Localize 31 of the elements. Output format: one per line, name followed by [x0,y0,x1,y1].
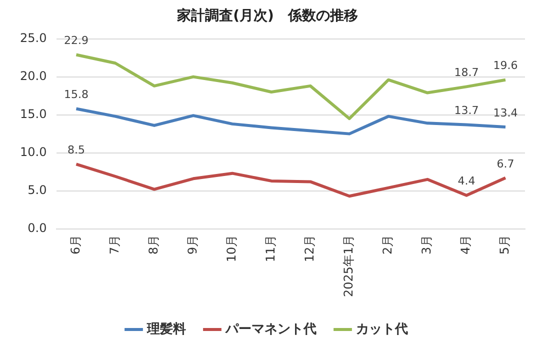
data-label: 18.7 [454,66,479,80]
x-tick-label: 12月 [302,234,316,262]
x-tick-label: 4月 [458,234,473,254]
x-tick-label: 2025年1月 [342,234,356,298]
legend-label: 理髪料 [146,320,186,337]
data-label: 13.7 [454,104,479,118]
x-tick-label: 8月 [146,234,160,254]
chart-title: 家計調査(月次) 係数の推移 [176,7,358,24]
x-tick-label: 3月 [420,234,434,254]
data-label: 13.4 [493,106,518,120]
data-label: 8.5 [67,144,85,157]
data-label: 15.8 [64,88,88,102]
data-label: 4.4 [458,174,476,188]
x-tick-label: 9月 [185,234,200,254]
x-tick-label: 2月 [380,234,395,254]
y-tick-label: 0.0 [28,220,47,235]
x-tick-label: 7月 [107,234,122,254]
legend-label: カット代 [356,322,408,337]
y-tick-label: 25.0 [20,30,47,45]
x-tick-label: 6月 [68,234,82,254]
y-tick-label: 15.0 [20,106,47,121]
y-tick-label: 5.0 [28,182,47,197]
x-tick-label: 11月 [263,234,278,262]
data-label: 6.7 [496,157,514,170]
y-tick-label: 10.0 [20,144,47,159]
data-label: 22.9 [64,34,88,48]
legend-label: パーマネント代 [224,322,316,337]
x-tick-label: 10月 [224,234,238,262]
y-tick-label: 20.0 [20,68,47,83]
data-label: 19.6 [493,59,518,72]
x-tick-label: 5月 [498,234,512,254]
